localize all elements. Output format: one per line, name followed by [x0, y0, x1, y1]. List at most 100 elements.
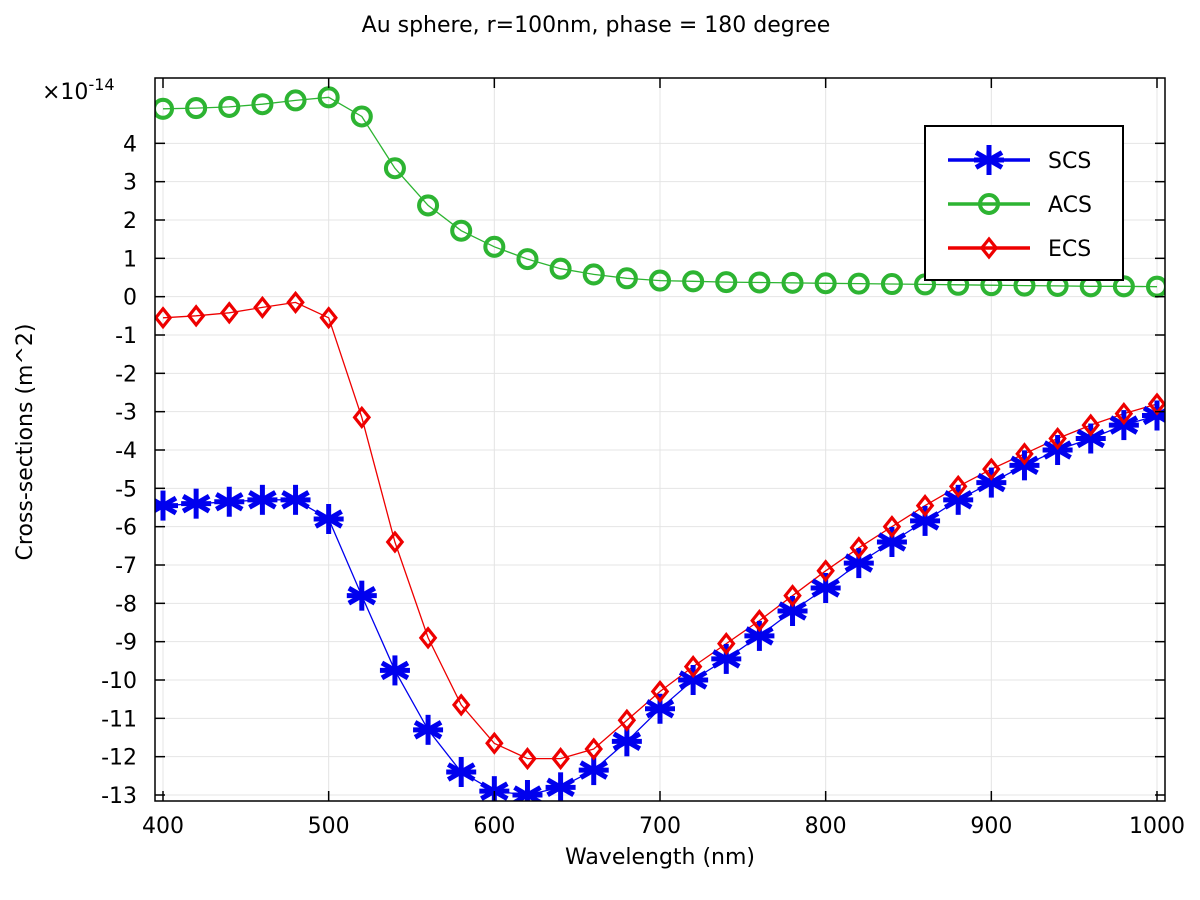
y-tick-label: -7 [115, 554, 137, 579]
point-acs [682, 270, 705, 293]
point-scs [181, 488, 212, 519]
legend: SCS ACS ECS [924, 125, 1124, 281]
point-acs [1145, 275, 1165, 298]
point-acs [383, 157, 406, 180]
y-tick-label: -11 [101, 707, 137, 732]
point-ecs [352, 405, 372, 429]
point-acs [450, 219, 473, 242]
point-acs [185, 97, 208, 120]
point-acs [814, 272, 837, 295]
x-tick-label: 600 [473, 814, 515, 839]
point-ecs [385, 530, 405, 554]
point-acs [549, 257, 572, 280]
point-ecs [418, 626, 438, 650]
point-scs [910, 505, 941, 536]
y-tick-label: -10 [101, 669, 137, 694]
y-tick-label: 2 [123, 209, 137, 234]
point-scs [943, 484, 974, 515]
y-tick-label: 4 [123, 132, 137, 157]
point-ecs [849, 536, 869, 560]
point-scs [446, 757, 477, 787]
point-scs [777, 596, 808, 626]
point-scs [313, 504, 344, 534]
point-acs [417, 194, 440, 217]
point-ecs [1081, 413, 1100, 437]
series-line-acs [162, 96, 1158, 288]
point-scs [678, 665, 709, 695]
y-tick-label: -3 [115, 401, 137, 426]
point-scs [876, 527, 907, 557]
legend-marker-scs [974, 145, 1004, 175]
point-scs [346, 580, 377, 611]
point-ecs [485, 731, 504, 755]
x-tick-label: 900 [970, 814, 1012, 839]
legend-marker-acs [977, 192, 1001, 216]
point-scs [545, 772, 576, 801]
point-acs [880, 272, 903, 296]
point-acs [317, 86, 340, 109]
legend-label-scs: SCS [1048, 149, 1091, 174]
y-tick-label: -5 [115, 477, 137, 502]
point-acs [155, 97, 175, 120]
point-ecs [982, 457, 1001, 481]
y-tick-label: 0 [123, 286, 137, 311]
point-acs [748, 271, 771, 294]
point-scs [379, 655, 410, 686]
x-axis-ticks: 400 500 600 700 800 900 1000 [142, 78, 1185, 839]
y-tick-label: -9 [115, 631, 137, 656]
point-ecs [1048, 426, 1067, 451]
point-scs [711, 643, 742, 674]
point-acs [648, 269, 672, 292]
point-scs [155, 490, 178, 521]
point-ecs [915, 494, 935, 518]
point-acs [251, 93, 274, 116]
legend-marker-ecs [979, 236, 999, 260]
point-ecs [882, 515, 902, 539]
y-tick-label: -2 [115, 362, 137, 387]
point-ecs [186, 304, 206, 328]
y-axis-label: Cross-sections (m^2) [13, 324, 38, 561]
point-ecs [253, 295, 272, 319]
point-acs [615, 267, 638, 290]
y-tick-label: -1 [115, 324, 137, 349]
y-tick-label: 3 [123, 171, 137, 196]
point-acs [284, 89, 307, 112]
y-axis-multiplier: ×10-14 [42, 75, 115, 105]
point-scs [280, 484, 311, 515]
y-tick-label: -4 [115, 439, 137, 464]
point-ecs [617, 708, 637, 732]
point-acs [781, 271, 804, 294]
point-ecs [1147, 392, 1165, 416]
point-ecs [518, 747, 537, 771]
point-ecs [783, 584, 802, 608]
point-ecs [319, 306, 338, 330]
point-scs [744, 620, 775, 651]
point-acs [350, 105, 373, 128]
point-scs [413, 714, 444, 745]
x-tick-label: 500 [308, 814, 350, 839]
y-tick-label: 1 [123, 247, 137, 272]
legend-label-ecs: ECS [1048, 237, 1091, 262]
point-ecs [155, 306, 173, 330]
point-scs [843, 548, 874, 579]
point-acs [483, 235, 506, 258]
chart-title: Au sphere, r=100nm, phase = 180 degree [362, 13, 831, 38]
point-ecs [286, 290, 305, 314]
point-ecs [750, 609, 769, 633]
series-markers [155, 86, 1165, 801]
point-acs [847, 272, 870, 295]
point-acs [218, 95, 241, 118]
x-axis-label: Wavelength (nm) [565, 845, 755, 870]
point-acs [715, 271, 738, 294]
x-tick-label: 700 [639, 814, 681, 839]
point-scs [976, 467, 1007, 498]
legend-label-acs: ACS [1048, 193, 1092, 218]
y-tick-label: -8 [115, 592, 137, 617]
point-acs [582, 263, 605, 286]
point-ecs [816, 559, 835, 583]
point-acs [516, 248, 539, 271]
point-ecs [683, 655, 703, 679]
point-ecs [1114, 402, 1134, 426]
